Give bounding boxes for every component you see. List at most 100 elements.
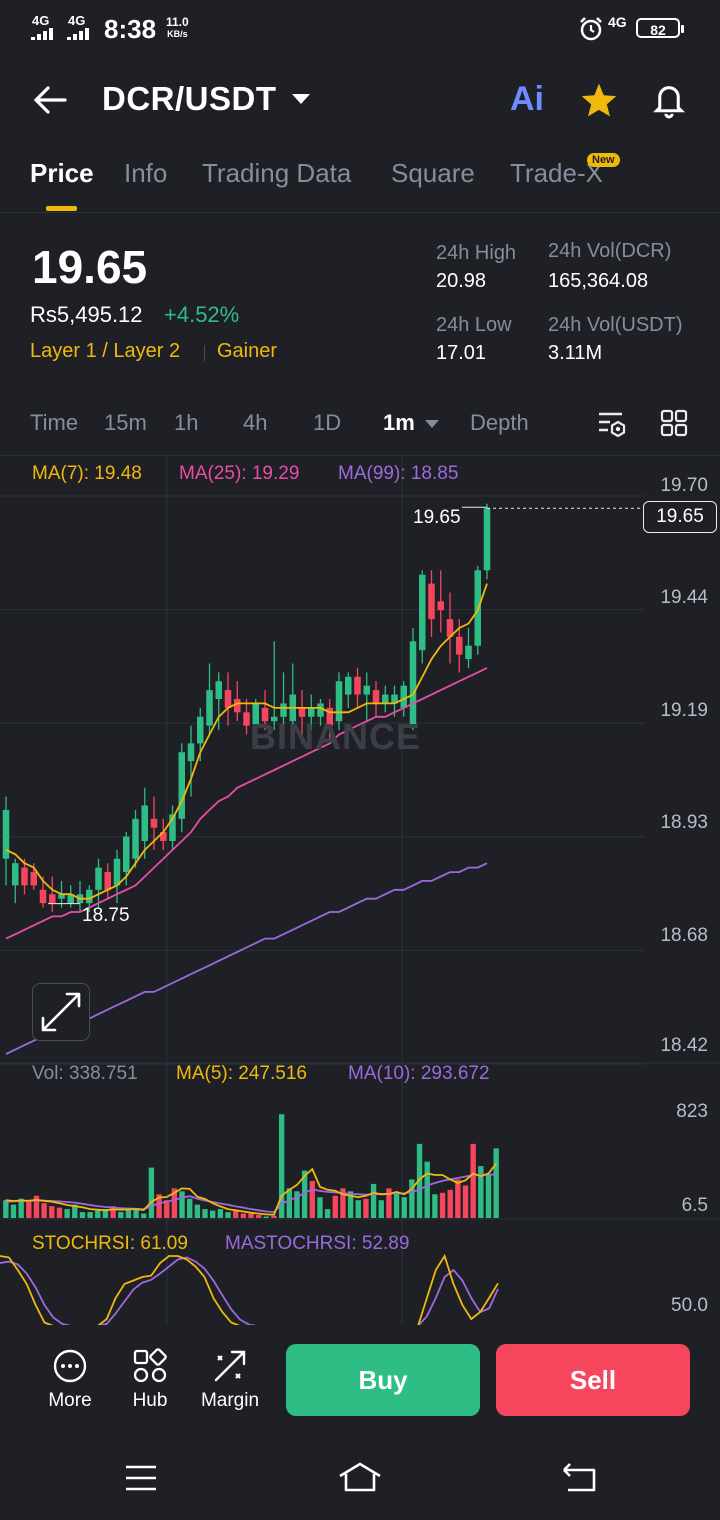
candle [2, 809, 10, 859]
more-label[interactable]: More [48, 1390, 92, 1411]
volume-ma10-legend: MA(10): 293.672 [348, 1063, 490, 1084]
tf-depth[interactable]: Depth [470, 410, 529, 435]
status-bar: 4G 4G 8:38 11.0 KB/s 4G 82 [0, 0, 720, 56]
tag-divider [204, 345, 205, 361]
pair-title[interactable]: DCR/USDT [102, 80, 277, 117]
volume-bar [133, 1209, 139, 1218]
tf-15m[interactable]: 15m [104, 410, 147, 435]
high-price-marker: 19.65 [413, 507, 461, 528]
volume-bar [470, 1143, 476, 1218]
price-chart[interactable] [0, 456, 720, 1326]
candle [326, 707, 333, 726]
candle [419, 574, 426, 651]
candle [141, 805, 148, 841]
margin-label[interactable]: Margin [200, 1390, 260, 1411]
fullscreen-button[interactable] [32, 983, 90, 1041]
hub-icon[interactable] [132, 1348, 168, 1384]
recent-apps-icon[interactable] [124, 1464, 158, 1492]
volume-bar [171, 1188, 178, 1218]
volume-bar [210, 1210, 216, 1218]
tab-trading-data[interactable]: Trading Data [202, 158, 352, 188]
margin-icon[interactable] [212, 1348, 248, 1384]
volume-bar [187, 1198, 193, 1218]
candle [169, 814, 176, 841]
buy-button[interactable]: Buy [286, 1344, 480, 1416]
tf-dropdown-icon[interactable] [424, 419, 440, 429]
tab-price[interactable]: Price [30, 158, 94, 188]
candle [113, 858, 121, 886]
ai-icon[interactable]: Ai [510, 80, 544, 118]
candle [382, 694, 389, 704]
notification-bell-icon[interactable] [650, 80, 688, 120]
volume-bar [87, 1212, 93, 1218]
stat-24h-high-value: 20.98 [436, 270, 487, 292]
home-icon[interactable] [337, 1460, 383, 1494]
chevron-down-icon[interactable] [290, 92, 312, 106]
signal-icon-2 [67, 28, 89, 40]
back-nav-icon[interactable] [560, 1462, 598, 1494]
volume-bar [416, 1143, 423, 1218]
volume-bar [232, 1210, 239, 1218]
stochrsi-legend: STOCHRSI: 61.09 [32, 1233, 188, 1254]
candle [49, 894, 56, 904]
indicator-settings-icon[interactable] [596, 408, 628, 440]
stoch-axis-label: 50.0 [671, 1295, 708, 1316]
favorite-star-icon[interactable] [580, 82, 618, 118]
tf-1m[interactable]: 1m [383, 410, 415, 435]
volume-bar [248, 1213, 254, 1218]
candle [363, 685, 370, 695]
volume-bar [64, 1209, 70, 1218]
volume-bar [202, 1209, 208, 1218]
volume-bar [332, 1195, 338, 1218]
candle [391, 694, 398, 704]
gainer-tag[interactable]: Gainer [217, 340, 278, 362]
stat-24h-vol-dcr-label: 24h Vol(DCR) [548, 240, 672, 262]
volume-bar [393, 1192, 400, 1218]
candle [354, 676, 361, 695]
volume-bar [271, 1215, 277, 1218]
tab-square[interactable]: Square [391, 158, 475, 188]
candle [317, 703, 324, 717]
hub-label[interactable]: Hub [132, 1390, 168, 1411]
tf-1h[interactable]: 1h [174, 410, 199, 435]
candle [197, 716, 204, 744]
legend-ma25: MA(25): 19.29 [179, 463, 300, 484]
volume-bar [41, 1203, 47, 1218]
back-arrow-icon[interactable] [32, 84, 68, 116]
candle [12, 863, 19, 886]
layout-grid-icon[interactable] [660, 409, 688, 437]
current-price-tag: 19.65 [643, 501, 717, 533]
candle [437, 601, 444, 611]
volume-bar [363, 1198, 369, 1218]
candle [215, 681, 222, 699]
stat-24h-high-label: 24h High [436, 242, 517, 264]
mastochrsi-legend: MASTOCHRSI: 52.89 [225, 1233, 410, 1254]
candle [21, 867, 28, 886]
tf-4h[interactable]: 4h [243, 410, 268, 435]
candle [160, 832, 167, 841]
volume-bar [33, 1195, 40, 1218]
watermark: BINANCE [250, 716, 422, 757]
volume-bar [324, 1209, 331, 1218]
stat-24h-low-value: 17.01 [436, 342, 487, 364]
tf-time[interactable]: Time [30, 410, 79, 435]
volume-bar [102, 1209, 109, 1218]
candle [178, 752, 185, 819]
more-icon[interactable] [52, 1348, 88, 1384]
volume-bar [18, 1198, 24, 1218]
volume-bar [118, 1212, 124, 1218]
battery-indicator: 82 [636, 18, 684, 38]
legend-ma99: MA(99): 18.85 [338, 463, 459, 484]
volume-bar [79, 1212, 86, 1218]
category-tag[interactable]: Layer 1 / Layer 2 [30, 340, 181, 362]
axis-label: 18.93 [660, 812, 708, 833]
tab-info[interactable]: Info [124, 158, 168, 188]
volume-bar [56, 1207, 63, 1218]
sell-button[interactable]: Sell [496, 1344, 690, 1416]
volume-bar [424, 1161, 430, 1218]
volume-bar [409, 1179, 415, 1218]
candle [409, 641, 417, 726]
tf-1d[interactable]: 1D [313, 410, 342, 435]
stat-24h-vol-usdt-value: 3.11M [548, 342, 603, 364]
stat-24h-vol-dcr-value: 165,364.08 [548, 270, 649, 292]
